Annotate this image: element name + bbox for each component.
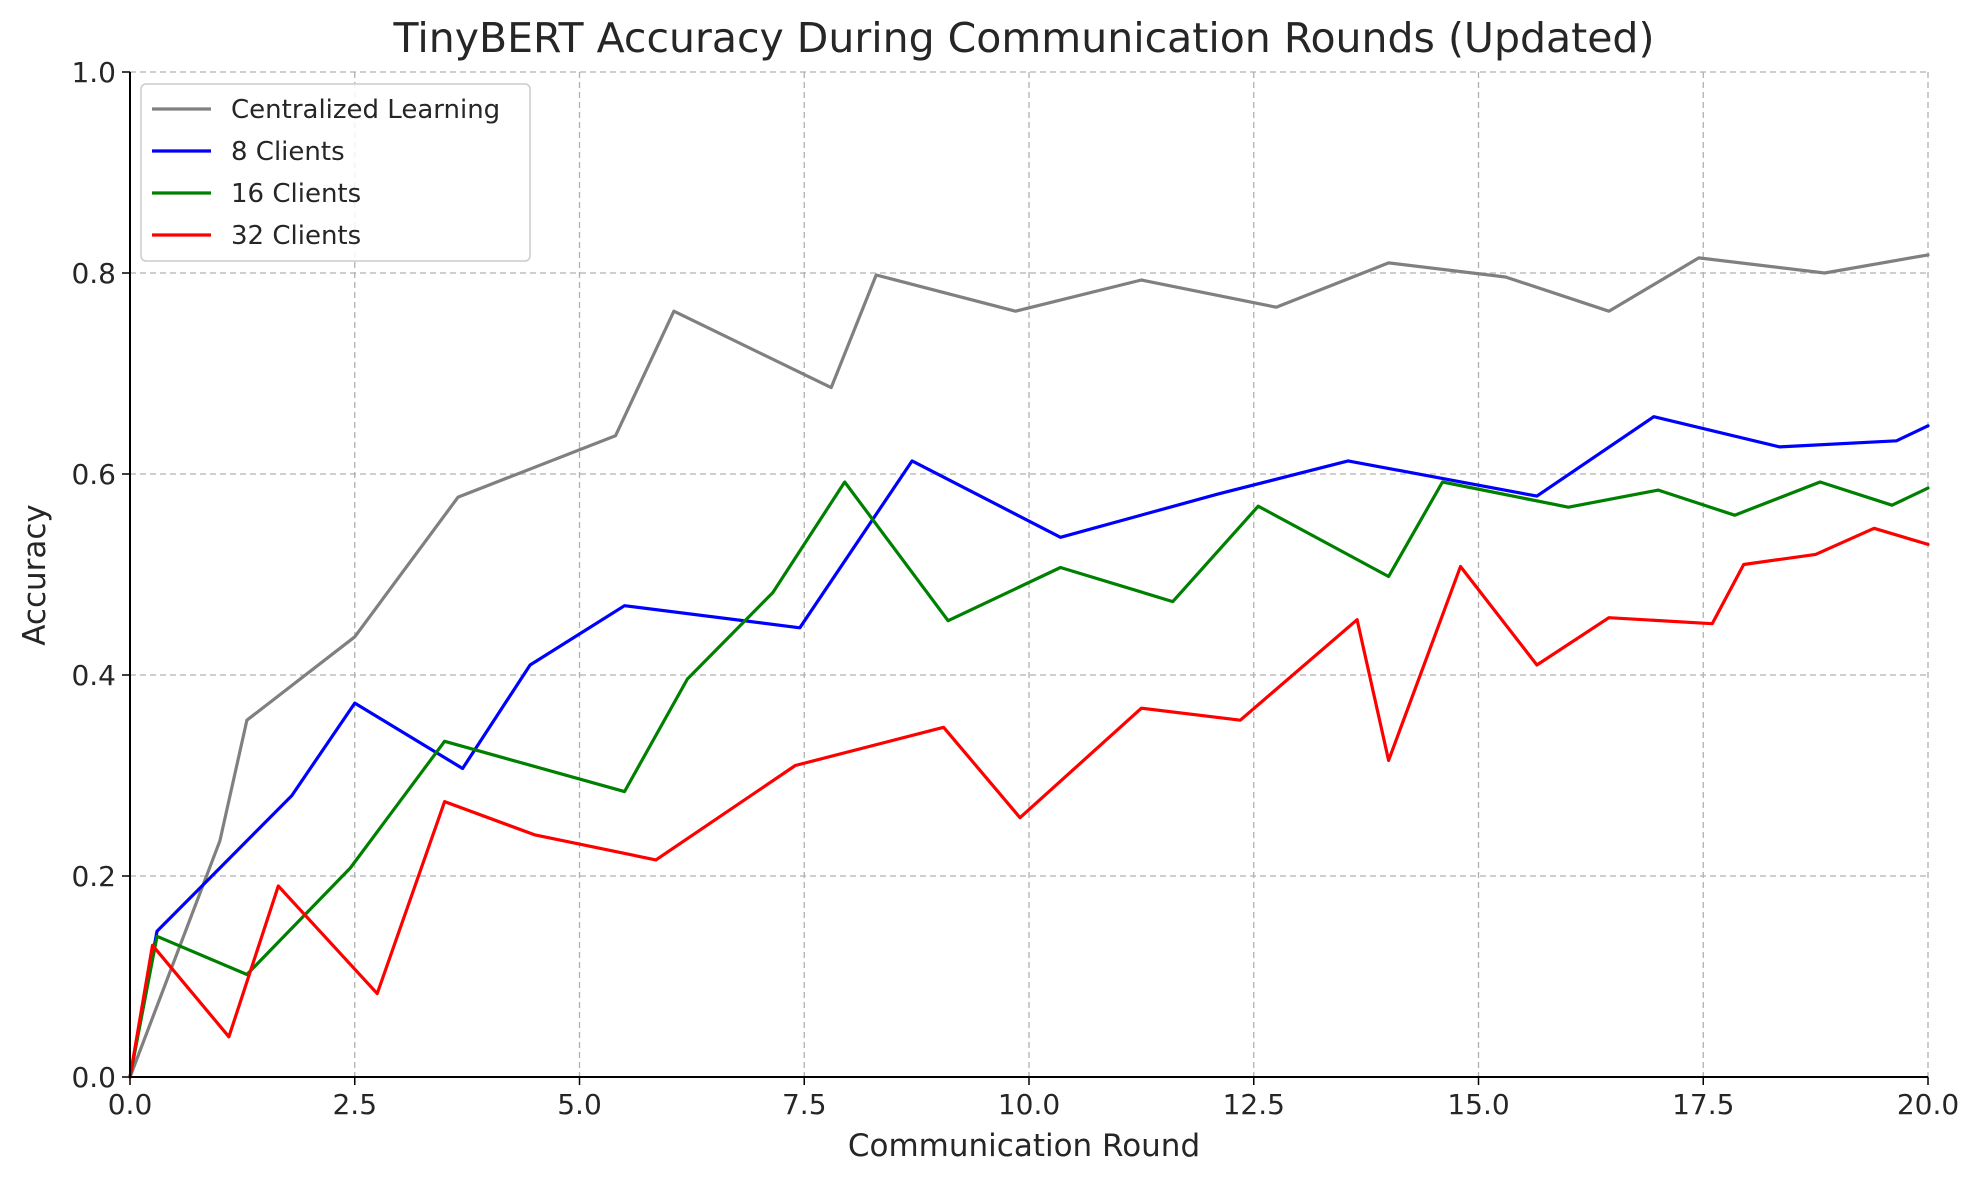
legend-label: Centralized Learning (231, 95, 500, 125)
y-tick-label: 0.4 (71, 659, 116, 692)
x-tick-label: 7.5 (782, 1088, 827, 1121)
x-tick-label: 5.0 (557, 1088, 602, 1121)
x-tick-label: 12.5 (1223, 1088, 1285, 1121)
x-tick-label: 10.0 (998, 1088, 1060, 1121)
x-tick-label: 20.0 (1897, 1088, 1959, 1121)
y-tick-label: 0.6 (71, 458, 116, 491)
chart-title: TinyBERT Accuracy During Communication R… (393, 14, 1655, 62)
series-line-8-clients (128, 415, 1930, 1079)
grid (130, 71, 1929, 1077)
ticks: 0.0 2.5 5.0 7.5 10.0 12.5 15.0 17.5 20.0 0.0 0.2 0.… (71, 56, 1959, 1121)
series-line-32-clients (128, 526, 1930, 1079)
legend-box (140, 83, 531, 262)
x-tick-label: 15.0 (1447, 1088, 1509, 1121)
y-axis-label: Accuracy (17, 504, 53, 646)
series-line-centralized-learning (128, 253, 1930, 1079)
y-tick-label: 0.2 (71, 860, 116, 893)
y-tick-label: 0.0 (71, 1061, 116, 1094)
legend-label: 8 Clients (231, 137, 345, 167)
x-tick-label: 17.5 (1672, 1088, 1734, 1121)
x-tick-label: 0.0 (108, 1088, 153, 1121)
y-tick-label: 1.0 (71, 56, 116, 89)
legend-label: 16 Clients (231, 179, 361, 209)
series-line-16-clients (128, 480, 1930, 1079)
legend-label: 32 Clients (231, 221, 361, 251)
series-layer (128, 253, 1930, 1079)
legend: Centralized Learning 8 Clients 16 Clients 3… (140, 83, 531, 262)
y-tick-label: 0.8 (71, 257, 116, 290)
x-axis-label: Communication Round (848, 1128, 1200, 1164)
x-tick-label: 2.5 (332, 1088, 377, 1121)
